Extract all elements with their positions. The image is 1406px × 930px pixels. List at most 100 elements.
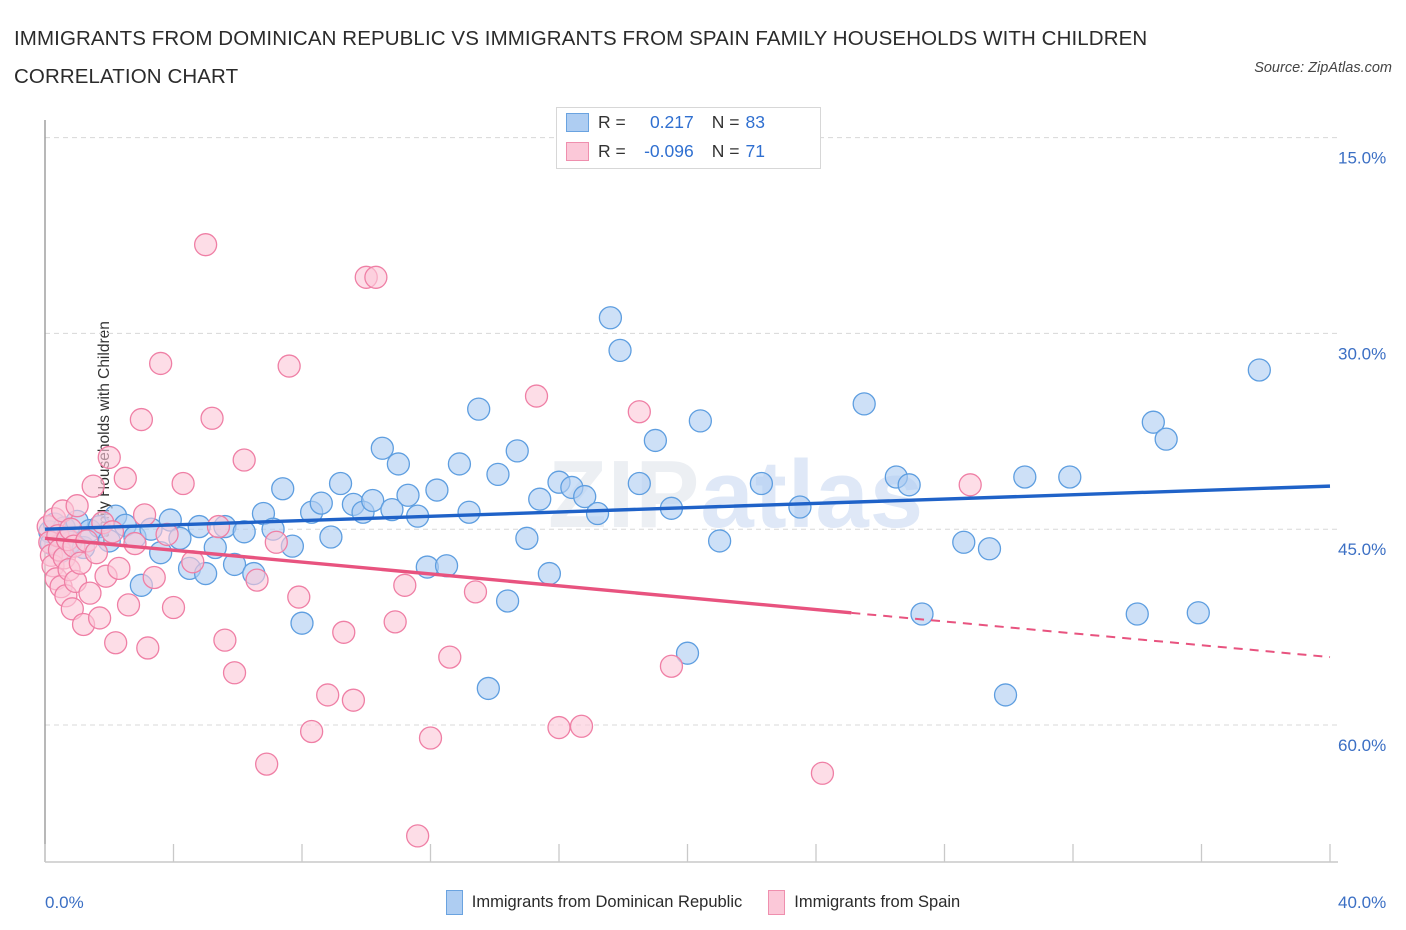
data-point[interactable] xyxy=(393,573,417,597)
data-point[interactable] xyxy=(707,529,732,553)
data-point[interactable] xyxy=(245,568,269,592)
data-point[interactable] xyxy=(396,483,420,507)
data-point[interactable] xyxy=(206,514,231,539)
data-point[interactable] xyxy=(104,631,128,655)
data-point[interactable] xyxy=(418,726,443,750)
data-point[interactable] xyxy=(113,466,137,490)
data-point[interactable] xyxy=(515,526,539,550)
data-point[interactable] xyxy=(788,495,812,519)
data-point[interactable] xyxy=(425,478,449,502)
data-point[interactable] xyxy=(457,500,481,524)
data-point[interactable] xyxy=(627,471,651,496)
data-point[interactable] xyxy=(255,752,279,776)
data-point[interactable] xyxy=(316,683,340,707)
data-point[interactable] xyxy=(264,530,288,554)
data-point[interactable] xyxy=(107,556,131,580)
data-point[interactable] xyxy=(598,306,623,330)
trend-line-dominican xyxy=(44,484,1331,531)
data-point[interactable] xyxy=(232,520,256,544)
data-point[interactable] xyxy=(688,409,712,433)
data-point[interactable] xyxy=(319,525,343,549)
data-point[interactable] xyxy=(467,397,491,421)
data-point[interactable] xyxy=(627,400,651,424)
data-point[interactable] xyxy=(608,338,632,363)
data-point[interactable] xyxy=(332,620,356,644)
data-point[interactable] xyxy=(1013,465,1037,489)
data-point[interactable] xyxy=(380,497,404,522)
data-point[interactable] xyxy=(852,392,876,416)
data-point[interactable] xyxy=(78,581,102,605)
data-point[interactable] xyxy=(271,477,295,501)
data-point[interactable] xyxy=(537,561,562,586)
data-point[interactable] xyxy=(222,661,247,685)
data-point[interactable] xyxy=(97,445,121,470)
data-point[interactable] xyxy=(958,473,982,497)
data-point[interactable] xyxy=(60,597,84,621)
data-point[interactable] xyxy=(81,474,105,498)
data-point[interactable] xyxy=(749,471,774,496)
data-point[interactable] xyxy=(897,473,921,497)
data-point[interactable] xyxy=(1125,602,1149,626)
data-point[interactable] xyxy=(370,436,394,460)
data-point[interactable] xyxy=(569,714,594,738)
data-point[interactable] xyxy=(438,645,462,669)
data-point[interactable] xyxy=(142,565,166,590)
data-point[interactable] xyxy=(910,602,934,626)
data-point[interactable] xyxy=(573,484,597,509)
data-point[interactable] xyxy=(585,501,610,526)
data-point[interactable] xyxy=(364,265,388,289)
data-point[interactable] xyxy=(505,439,529,463)
data-point[interactable] xyxy=(1141,410,1165,434)
data-point[interactable] xyxy=(383,610,407,634)
data-point[interactable] xyxy=(136,636,160,660)
data-point[interactable] xyxy=(1186,601,1210,625)
legend-item-spain[interactable]: Immigrants from Spain xyxy=(768,889,960,915)
data-point[interactable] xyxy=(299,719,324,744)
data-point[interactable] xyxy=(643,428,668,453)
data-point[interactable] xyxy=(463,580,488,604)
data-point[interactable] xyxy=(287,585,311,609)
data-point[interactable] xyxy=(486,462,510,487)
data-point[interactable] xyxy=(528,487,552,511)
correlation-stats-legend: R = 0.217 N = 83 R = -0.096 N = 71 xyxy=(556,107,821,169)
data-point[interactable] xyxy=(810,761,835,785)
data-point[interactable] xyxy=(129,407,154,432)
data-point[interactable] xyxy=(1154,427,1178,451)
data-point[interactable] xyxy=(1058,465,1082,489)
data-point[interactable] xyxy=(290,611,314,635)
data-point[interactable] xyxy=(116,593,141,617)
data-point[interactable] xyxy=(952,530,976,554)
data-point[interactable] xyxy=(547,715,571,740)
data-point[interactable] xyxy=(386,452,411,476)
data-point[interactable] xyxy=(405,824,430,848)
data-point[interactable] xyxy=(132,503,157,527)
data-point[interactable] xyxy=(495,589,520,613)
data-point[interactable] xyxy=(361,488,385,513)
data-point[interactable] xyxy=(341,688,366,712)
data-point[interactable] xyxy=(193,233,218,257)
series-legend: Immigrants from Dominican Republic Immig… xyxy=(0,884,1406,920)
data-point[interactable] xyxy=(977,537,1002,561)
data-point[interactable] xyxy=(123,531,147,556)
data-point[interactable] xyxy=(328,471,353,496)
data-point[interactable] xyxy=(447,452,472,476)
data-point[interactable] xyxy=(675,641,700,665)
data-point[interactable] xyxy=(100,520,125,544)
data-point[interactable] xyxy=(171,471,195,496)
data-point[interactable] xyxy=(65,494,89,518)
data-point[interactable] xyxy=(232,448,256,472)
data-point[interactable] xyxy=(277,354,301,378)
data-point[interactable] xyxy=(524,384,549,408)
data-point[interactable] xyxy=(148,351,173,376)
data-point[interactable] xyxy=(222,552,247,577)
data-point[interactable] xyxy=(200,406,224,430)
data-point[interactable] xyxy=(1247,358,1271,382)
legend-item-dominican[interactable]: Immigrants from Dominican Republic xyxy=(445,889,742,915)
data-point[interactable] xyxy=(993,683,1018,707)
data-point[interactable] xyxy=(213,628,237,652)
data-point[interactable] xyxy=(476,676,500,701)
data-point[interactable] xyxy=(87,606,112,630)
data-point[interactable] xyxy=(309,491,333,515)
data-point[interactable] xyxy=(659,654,684,678)
data-point[interactable] xyxy=(161,595,186,620)
